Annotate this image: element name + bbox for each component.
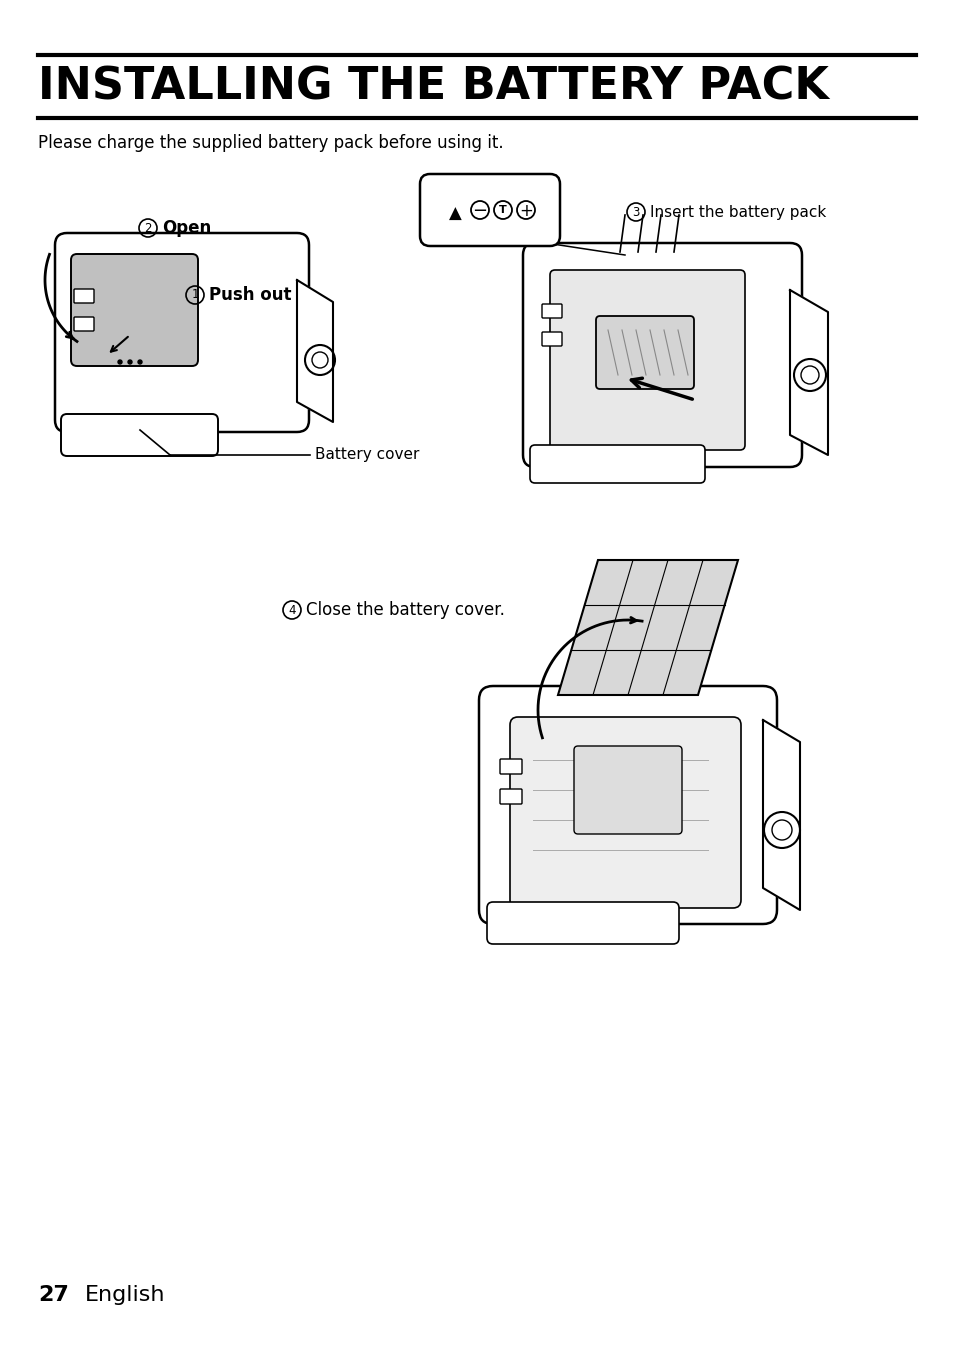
Text: INSTALLING THE BATTERY PACK: INSTALLING THE BATTERY PACK: [38, 66, 828, 109]
Text: Please charge the supplied battery pack before using it.: Please charge the supplied battery pack …: [38, 134, 503, 152]
FancyBboxPatch shape: [71, 254, 198, 366]
FancyBboxPatch shape: [478, 686, 776, 924]
FancyBboxPatch shape: [541, 332, 561, 346]
FancyBboxPatch shape: [61, 414, 218, 456]
FancyBboxPatch shape: [541, 304, 561, 317]
Text: Battery cover: Battery cover: [314, 448, 419, 463]
Text: Push out: Push out: [209, 286, 292, 304]
Text: 1: 1: [191, 288, 198, 301]
FancyBboxPatch shape: [510, 717, 740, 908]
Circle shape: [138, 360, 142, 364]
FancyBboxPatch shape: [499, 790, 521, 804]
Text: 2: 2: [144, 222, 152, 234]
Text: −: −: [472, 202, 487, 221]
Text: Close the battery cover.: Close the battery cover.: [306, 601, 504, 619]
Text: English: English: [85, 1284, 165, 1305]
Text: T: T: [498, 204, 506, 215]
FancyBboxPatch shape: [74, 317, 94, 331]
FancyBboxPatch shape: [530, 445, 704, 483]
Circle shape: [118, 360, 122, 364]
Circle shape: [128, 360, 132, 364]
Text: +: +: [518, 202, 533, 221]
Text: Open: Open: [162, 219, 211, 237]
Text: ▲: ▲: [448, 204, 461, 223]
FancyBboxPatch shape: [596, 316, 693, 389]
Text: 27: 27: [38, 1284, 69, 1305]
Polygon shape: [558, 560, 738, 695]
FancyBboxPatch shape: [499, 759, 521, 773]
Polygon shape: [789, 291, 827, 455]
FancyBboxPatch shape: [74, 289, 94, 303]
Text: 3: 3: [632, 206, 639, 218]
Polygon shape: [762, 720, 800, 911]
FancyBboxPatch shape: [419, 174, 559, 246]
FancyBboxPatch shape: [486, 902, 679, 944]
FancyBboxPatch shape: [522, 243, 801, 467]
FancyBboxPatch shape: [574, 746, 681, 834]
Text: Insert the battery pack: Insert the battery pack: [649, 204, 825, 219]
FancyBboxPatch shape: [550, 270, 744, 451]
Polygon shape: [296, 280, 333, 422]
Text: 4: 4: [288, 604, 295, 616]
FancyBboxPatch shape: [55, 233, 309, 432]
